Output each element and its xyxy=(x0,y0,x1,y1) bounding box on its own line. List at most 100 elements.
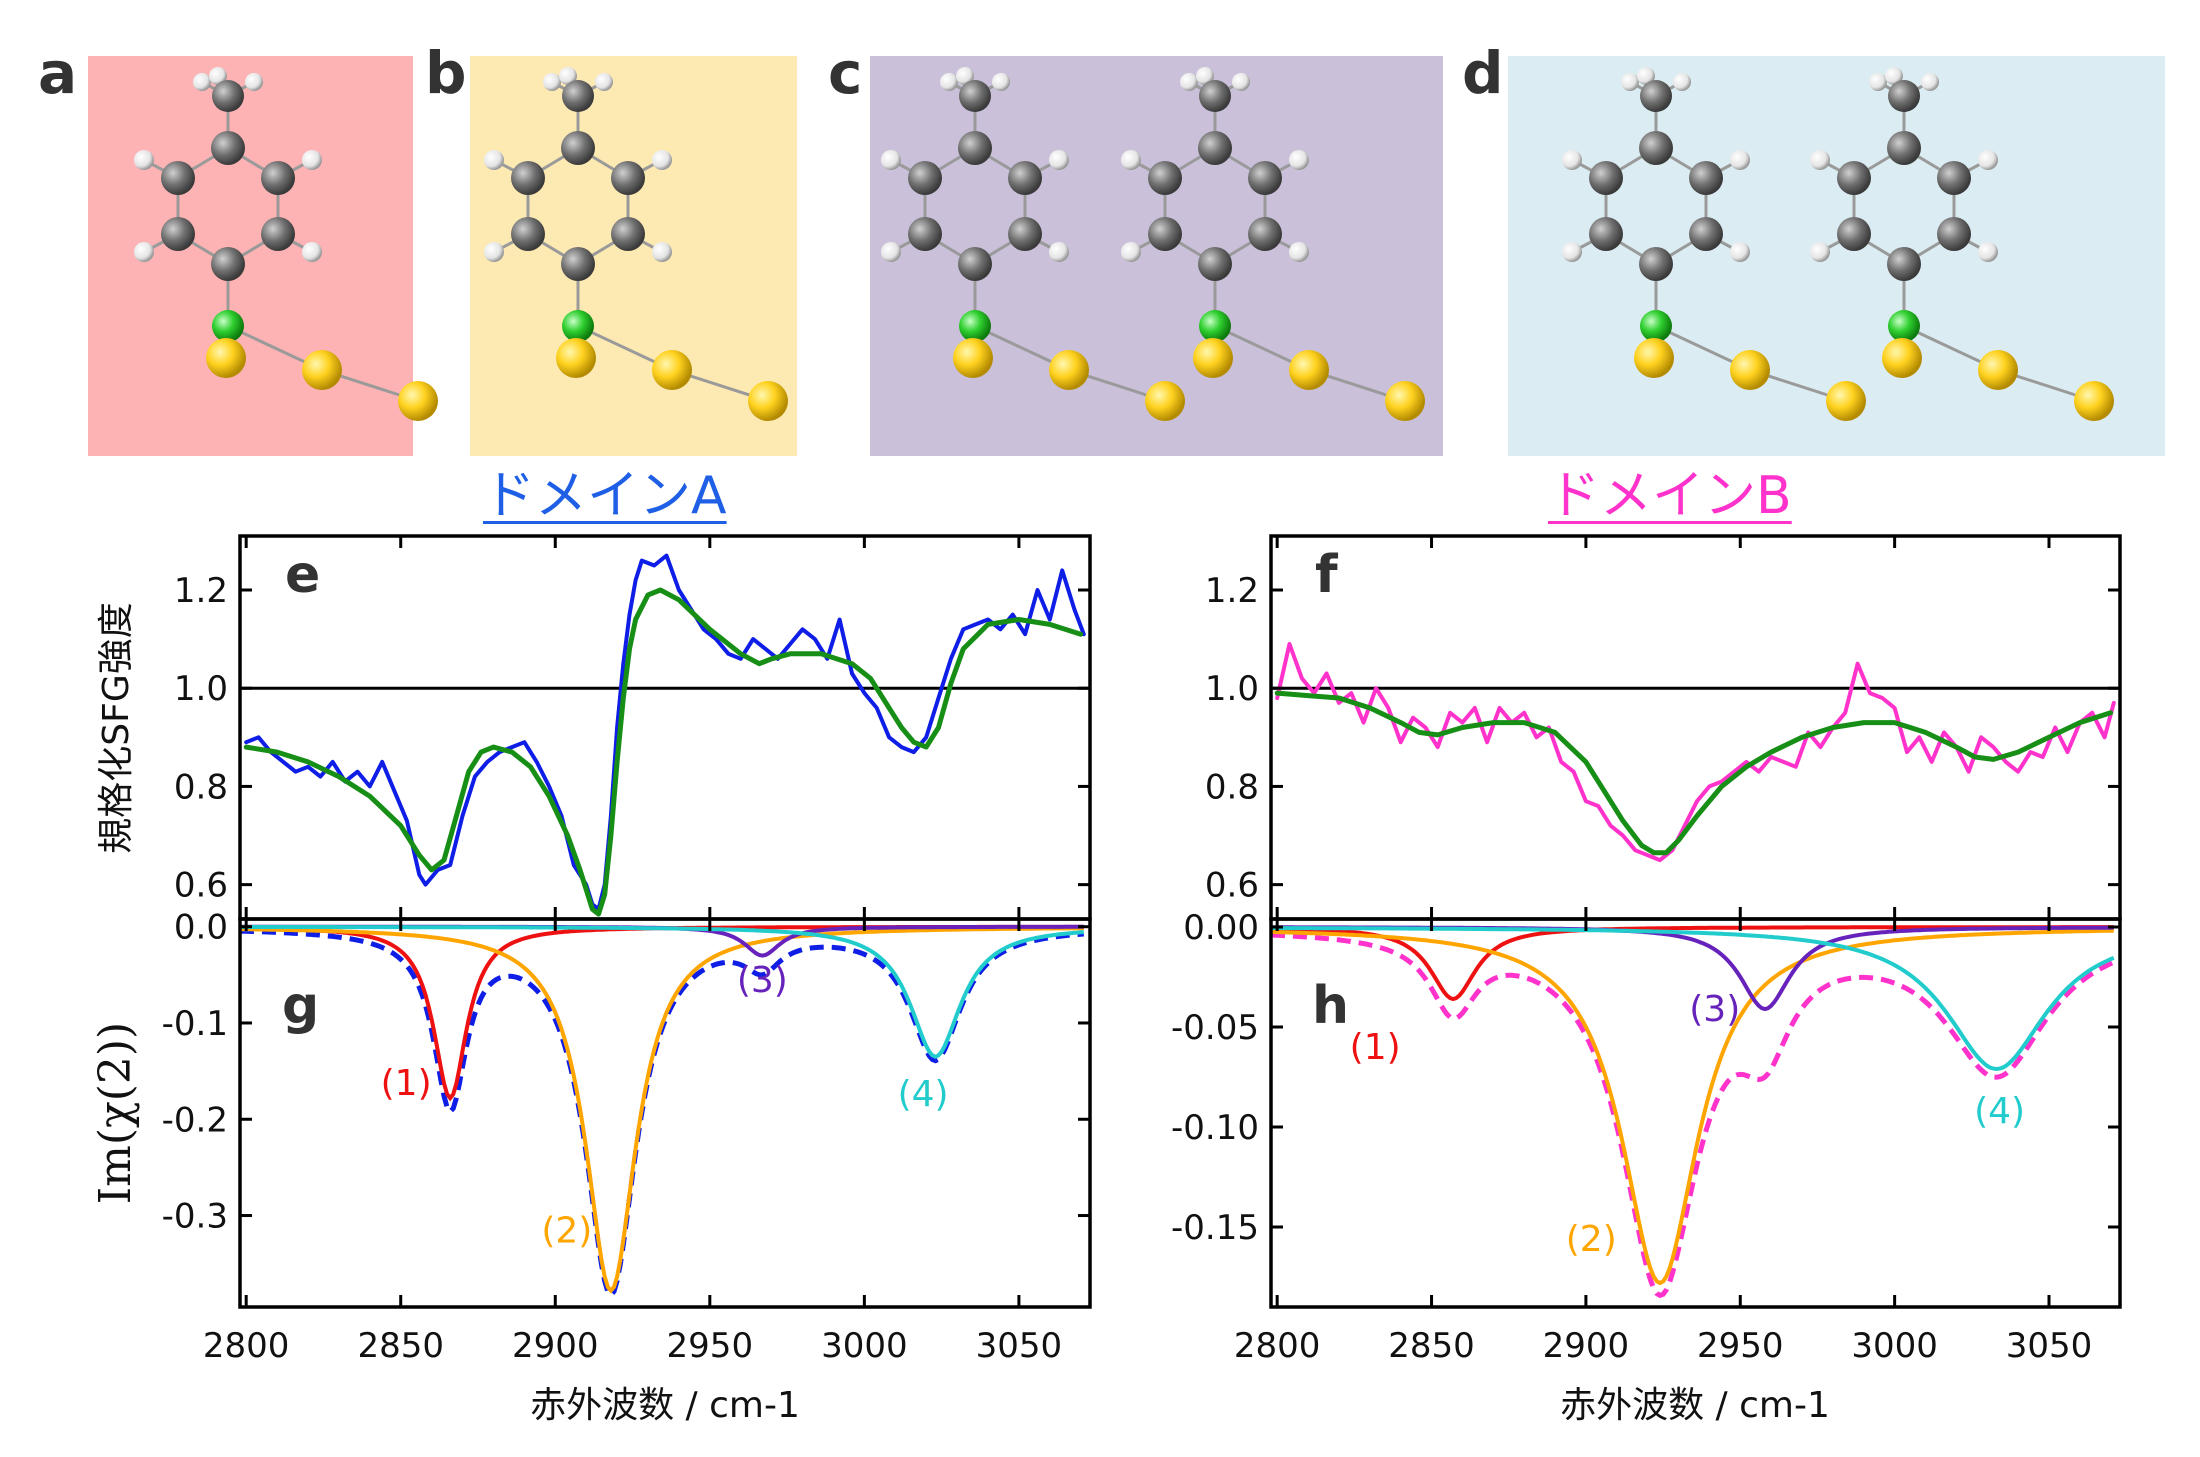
y-tick-label: -0.1 xyxy=(162,1004,228,1044)
plot-area-e xyxy=(240,553,1090,917)
carbon-atom xyxy=(1248,161,1282,195)
gold-atom xyxy=(953,338,993,378)
molecule xyxy=(1562,67,1866,421)
sulfur-atom xyxy=(1199,310,1231,342)
data-line-e xyxy=(244,553,1086,912)
carbon-atom xyxy=(1148,217,1182,251)
carbon-atom xyxy=(1640,80,1672,112)
carbon-atom xyxy=(611,161,645,195)
x-tick-label: 2800 xyxy=(203,1326,290,1366)
x-tick-label: 2900 xyxy=(512,1326,599,1366)
x-tick-label: 3000 xyxy=(1851,1326,1938,1366)
gold-atom xyxy=(1978,350,2018,390)
x-tick-label: 2800 xyxy=(1234,1326,1321,1366)
y-tick-label: 1.2 xyxy=(1205,571,1259,611)
peak-label-2: (2) xyxy=(1566,1219,1617,1260)
carbon-atom xyxy=(958,247,992,281)
sulfur-atom xyxy=(1888,310,1920,342)
hydrogen-atom xyxy=(245,73,263,91)
sum-line-g xyxy=(240,928,1084,1299)
sulfur-atom xyxy=(1640,310,1672,342)
domain-a-title: ドメインA xyxy=(483,466,727,526)
panel-letter-f: f xyxy=(1315,545,1339,605)
carbon-atom xyxy=(161,217,195,251)
hydrogen-atom xyxy=(1978,150,1998,170)
x-tick-label: 2900 xyxy=(1543,1326,1630,1366)
hydrogen-atom xyxy=(1049,150,1069,170)
peak-line-2 xyxy=(240,926,1084,1294)
carbon-atom xyxy=(561,247,595,281)
y-tick-label: -0.05 xyxy=(1171,1008,1259,1048)
carbon-atom xyxy=(959,80,991,112)
hydrogen-atom xyxy=(1810,150,1830,170)
hydrogen-atom xyxy=(302,242,322,262)
hydrogen-atom xyxy=(1180,73,1198,91)
y-tick-label: -0.3 xyxy=(162,1197,228,1237)
peak-line-2 xyxy=(1271,928,2114,1286)
carbon-atom xyxy=(611,217,645,251)
hydrogen-atom xyxy=(209,67,227,85)
x-axis-title-right: 赤外波数 / cm-1 xyxy=(1560,1385,1830,1426)
y-tick-label: -0.15 xyxy=(1171,1208,1259,1248)
x-tick-label: 2850 xyxy=(1388,1326,1475,1366)
y-tick-label: 0.8 xyxy=(1205,767,1259,807)
gold-atom xyxy=(2074,381,2114,421)
hydrogen-atom xyxy=(484,242,504,262)
carbon-atom xyxy=(1888,80,1920,112)
x-axis-title-left: 赤外波数 / cm-1 xyxy=(530,1385,800,1426)
hydrogen-atom xyxy=(1869,73,1887,91)
hydrogen-atom xyxy=(992,73,1010,91)
gold-atom xyxy=(206,338,246,378)
carbon-atom xyxy=(1937,161,1971,195)
carbon-atom xyxy=(1148,161,1182,195)
carbon-atom xyxy=(1198,247,1232,281)
gold-atom xyxy=(1826,381,1866,421)
carbon-atom xyxy=(1199,80,1231,112)
hydrogen-atom xyxy=(1921,73,1939,91)
gold-atom xyxy=(1193,338,1233,378)
carbon-atom xyxy=(211,131,245,165)
panel-label-a: a xyxy=(38,39,78,107)
panel-letter-g: g xyxy=(282,976,319,1036)
gold-atom xyxy=(1882,338,1922,378)
carbon-atom xyxy=(908,217,942,251)
gold-atom xyxy=(748,381,788,421)
y-tick-label: -0.2 xyxy=(162,1100,228,1140)
plot-frame-h xyxy=(1269,917,2122,1309)
y-tick-label: 1.0 xyxy=(174,669,228,709)
fit-line-f xyxy=(1274,690,2114,856)
structure-panel-a xyxy=(88,56,438,456)
peak-label-4: (4) xyxy=(1974,1091,2025,1132)
hydrogen-atom xyxy=(1673,73,1691,91)
peak-line-4 xyxy=(1271,926,2115,1072)
peak-label-4: (4) xyxy=(898,1074,949,1115)
carbon-atom xyxy=(561,131,595,165)
plot-area-h xyxy=(1271,925,2115,1299)
molecule xyxy=(484,67,788,421)
hydrogen-atom xyxy=(1196,67,1214,85)
hydrogen-atom xyxy=(1289,150,1309,170)
gold-atom xyxy=(1145,381,1185,421)
molecule xyxy=(1810,67,2114,421)
y-tick-label: 1.0 xyxy=(1205,669,1259,709)
gold-atom xyxy=(302,350,342,390)
carbon-atom xyxy=(908,161,942,195)
hydrogen-atom xyxy=(302,150,322,170)
molecule xyxy=(134,67,438,421)
x-tick-label: 2950 xyxy=(667,1326,754,1366)
y-tick-label: -0.10 xyxy=(1171,1108,1259,1148)
x-tick-label: 3050 xyxy=(976,1326,1063,1366)
domain-b-title: ドメインB xyxy=(1548,466,1792,526)
gold-atom xyxy=(1289,350,1329,390)
peak-line-4 xyxy=(240,925,1084,1059)
hydrogen-atom xyxy=(193,73,211,91)
peak-label-1: (1) xyxy=(1350,1027,1401,1068)
gold-atom xyxy=(1730,350,1770,390)
hydrogen-atom xyxy=(1730,242,1750,262)
hydrogen-atom xyxy=(1810,242,1830,262)
hydrogen-atom xyxy=(1978,242,1998,262)
hydrogen-atom xyxy=(940,73,958,91)
gold-atom xyxy=(398,381,438,421)
y-axis-title-im-chi: Im(χ(2)) xyxy=(90,1022,141,1204)
